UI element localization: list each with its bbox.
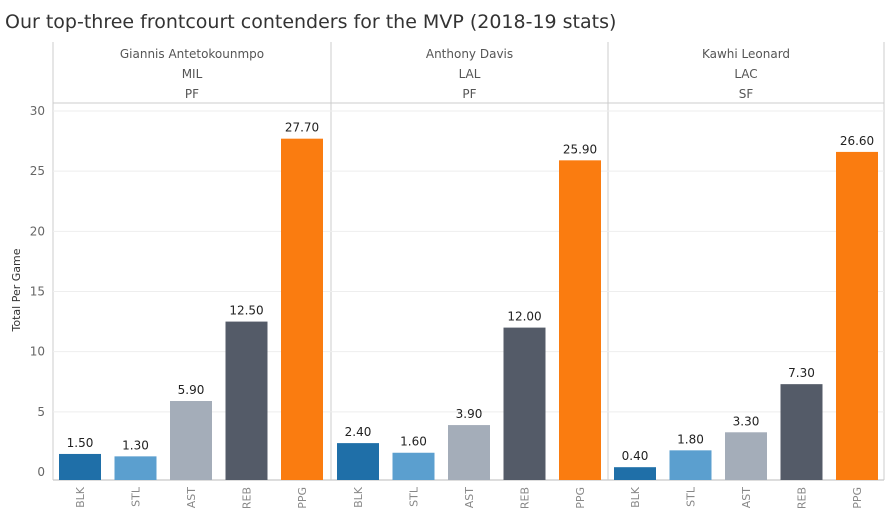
data-label: 12.50 bbox=[229, 304, 263, 318]
data-label: 1.30 bbox=[122, 438, 149, 452]
bar-ast bbox=[170, 401, 212, 480]
panel-2: Anthony Davis LAL PF 2.40 BLK 1.60 STL 3.90 AST 1… bbox=[337, 47, 601, 509]
y-tick-label: 10 bbox=[30, 345, 45, 359]
bar-stl bbox=[392, 452, 435, 480]
bar-ppg bbox=[559, 160, 601, 480]
bar-ppg bbox=[836, 151, 878, 480]
x-tick-label: STL bbox=[130, 486, 143, 507]
data-label: 0.40 bbox=[622, 449, 649, 463]
data-label: 7.30 bbox=[788, 366, 815, 380]
x-tick-label: PPG bbox=[851, 487, 864, 509]
y-axis-label: Total Per Game bbox=[10, 248, 23, 332]
bar-stl bbox=[114, 456, 157, 480]
bar-reb bbox=[503, 327, 546, 480]
y-tick-label: 15 bbox=[30, 285, 45, 299]
panel-player-name: Giannis Antetokounmpo bbox=[120, 47, 264, 61]
x-tick-label: PPG bbox=[296, 487, 309, 509]
panel-1: Giannis Antetokounmpo MIL PF 1.50 BLK 1.30 STL… bbox=[59, 47, 323, 509]
data-label: 1.50 bbox=[67, 436, 94, 450]
bar-reb bbox=[225, 321, 268, 480]
x-tick-label: BLK bbox=[629, 486, 642, 508]
y-tick-label: 30 bbox=[30, 104, 45, 118]
x-tick-label: STL bbox=[408, 486, 421, 507]
data-label: 12.00 bbox=[507, 310, 541, 324]
x-tick-label: AST bbox=[185, 487, 198, 509]
panel-team: LAC bbox=[734, 67, 757, 81]
data-label: 2.40 bbox=[345, 425, 372, 439]
data-label: 5.90 bbox=[178, 383, 205, 397]
bar-ppg bbox=[281, 138, 323, 480]
y-axis: 0 5 10 15 20 25 30 bbox=[30, 104, 45, 479]
data-label: 3.30 bbox=[733, 414, 760, 428]
panel-team: LAL bbox=[459, 67, 481, 81]
x-tick-label: REB bbox=[241, 487, 254, 509]
chart-panels: Giannis Antetokounmpo MIL PF 1.50 BLK 1.30 STL… bbox=[59, 47, 878, 509]
bar-blk bbox=[59, 453, 101, 480]
x-tick-label: REB bbox=[796, 487, 809, 509]
x-tick-label: STL bbox=[685, 486, 698, 507]
y-tick-label: 0 bbox=[37, 465, 45, 479]
bar-blk bbox=[614, 467, 656, 480]
data-label: 27.70 bbox=[285, 121, 319, 135]
panel-position: PF bbox=[185, 87, 199, 101]
bar-stl bbox=[669, 450, 712, 480]
y-tick-label: 20 bbox=[30, 224, 45, 238]
data-label: 3.90 bbox=[456, 407, 483, 421]
bar-ast bbox=[725, 432, 767, 480]
data-label: 25.90 bbox=[563, 142, 597, 156]
x-tick-label: BLK bbox=[74, 486, 87, 508]
bar-reb bbox=[780, 384, 823, 480]
panel-3: Kawhi Leonard LAC SF 0.40 BLK 1.80 STL 3.30 AST 7… bbox=[614, 47, 878, 509]
x-tick-label: AST bbox=[463, 487, 476, 509]
gridlines bbox=[53, 110, 884, 413]
panel-position: SF bbox=[739, 87, 754, 101]
y-tick-label: 5 bbox=[37, 405, 45, 419]
bar-ast bbox=[448, 425, 490, 480]
data-label: 1.80 bbox=[677, 432, 704, 446]
x-tick-label: BLK bbox=[352, 486, 365, 508]
x-tick-label: PPG bbox=[574, 487, 587, 509]
panel-player-name: Anthony Davis bbox=[426, 47, 513, 61]
x-tick-label: REB bbox=[519, 487, 532, 509]
panel-position: PF bbox=[462, 87, 476, 101]
data-label: 26.60 bbox=[840, 134, 874, 148]
data-label: 1.60 bbox=[400, 435, 427, 449]
panel-player-name: Kawhi Leonard bbox=[702, 47, 790, 61]
chart-title: Our top-three frontcourt contenders for … bbox=[5, 11, 616, 33]
panel-team: MIL bbox=[182, 67, 203, 81]
y-tick-label: 25 bbox=[30, 164, 45, 178]
x-tick-label: AST bbox=[740, 487, 753, 509]
bar-blk bbox=[337, 443, 379, 480]
